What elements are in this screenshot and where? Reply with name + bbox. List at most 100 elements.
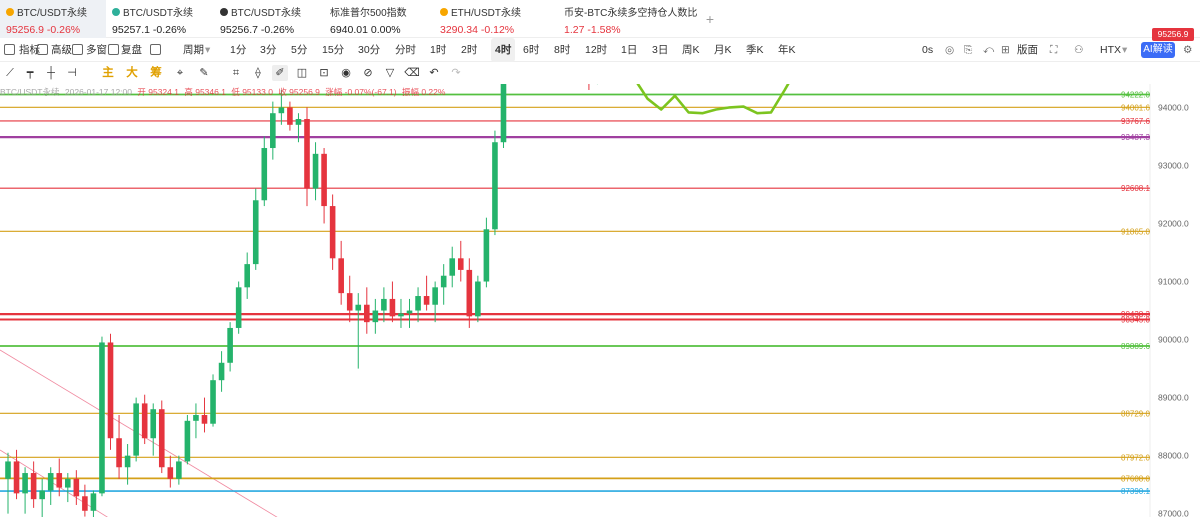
crop-tool-icon[interactable]: ⌗ (232, 67, 240, 79)
indicators-button[interactable]: 指标 (19, 44, 40, 56)
undo-icon[interactable]: ⤺ (983, 44, 995, 56)
interval-16[interactable]: 季K (746, 44, 764, 56)
camera-icon[interactable]: ◎ (945, 44, 955, 56)
interval-13[interactable]: 3日 (652, 44, 669, 56)
ticker-tab[interactable]: BTC/USDT永续 95256.9 -0.26% (0, 0, 106, 38)
magnet-tool-icon[interactable]: ◫ (296, 67, 308, 79)
pen-tool-icon[interactable]: ✎ (199, 67, 209, 79)
price-chart[interactable]: 87000.0 88000.0 89000.0 90000.0 91000.0 92000… (0, 84, 1200, 517)
magnet2-tool-icon[interactable]: ⊘ (363, 67, 373, 79)
interval-15[interactable]: 月K (714, 44, 732, 56)
brush-tool-icon[interactable]: ⟠ (255, 67, 261, 79)
big-order-tool[interactable]: 大 (126, 67, 138, 79)
candle-body (492, 142, 498, 230)
period-dropdown[interactable]: 周期 (183, 44, 204, 56)
indicator-icon[interactable] (4, 44, 15, 55)
ticker-name-text: ETH/USDT永续 (451, 8, 521, 19)
legend-open: 开 95324.1 (137, 87, 179, 97)
candle-body (56, 473, 63, 488)
interval-0[interactable]: 1分 (230, 44, 247, 56)
candle-body (415, 296, 421, 311)
trash-icon[interactable]: ⌫ (404, 67, 420, 79)
interval-11[interactable]: 12时 (585, 44, 608, 56)
interval-8[interactable]: 4时 (491, 38, 516, 62)
ticker-price: 6940.01 (330, 24, 371, 36)
ticker-name-text: BTC/USDT永续 (17, 8, 87, 19)
level-label: 92608.1 (1121, 184, 1150, 193)
ticker-tab[interactable]: 币安-BTC永续多空持仓人数比 1.27 -1.58% (558, 0, 697, 38)
eye-tool-icon[interactable]: ◉ (341, 67, 351, 79)
filter-tool-icon[interactable]: ▽ (385, 67, 395, 79)
line-tool-icon[interactable]: ⟋ (6, 67, 14, 79)
interval-14[interactable]: 周K (682, 44, 700, 56)
settings-icon[interactable] (150, 44, 161, 55)
ticker-name: BTC/USDT永续 (220, 4, 318, 19)
ticker-tab[interactable]: 标准普尔500指数 6940.01 0.00% (324, 0, 434, 38)
candle-body (500, 84, 507, 143)
ticker-price: 95256.7 (220, 24, 261, 36)
undo-icon[interactable]: ↶ (429, 67, 439, 79)
candle-body (90, 493, 97, 511)
hline-tool-icon[interactable]: ┼ (47, 67, 55, 79)
ticker-name: ETH/USDT永续 (440, 4, 552, 19)
candle-body (158, 409, 165, 468)
level-label: 90345.0 (1121, 316, 1150, 325)
ticker-tab[interactable]: BTC/USDT永续 95257.1 -0.26% (106, 0, 214, 38)
coin-icon (6, 7, 14, 16)
level-label: 88729.0 (1121, 409, 1150, 418)
pin-tool-icon[interactable]: ⊣ (67, 67, 77, 79)
candle-body (13, 461, 20, 494)
redo-icon[interactable]: ↷ (451, 67, 461, 79)
candle-body (312, 153, 319, 189)
interval-2[interactable]: 5分 (291, 44, 308, 56)
ticker-name: 标准普尔500指数 (330, 4, 428, 19)
level-label: 91865.0 (1121, 227, 1150, 236)
highlighter-tool-icon[interactable]: ✐ (272, 65, 288, 81)
interval-7[interactable]: 2时 (461, 44, 478, 56)
add-tab-button[interactable]: + (705, 11, 715, 27)
interval-4[interactable]: 30分 (358, 44, 381, 56)
ticker-change: 0.00% (370, 24, 401, 36)
interval-17[interactable]: 年K (778, 44, 796, 56)
interval-5[interactable]: 分时 (395, 44, 416, 56)
interval-12[interactable]: 1日 (621, 44, 638, 56)
draw-icon[interactable]: ⎘ (964, 44, 973, 56)
ticker-tab[interactable]: ETH/USDT永续 3290.34 -0.12% (434, 0, 558, 38)
candle-body (124, 455, 131, 468)
ai-analysis-button[interactable]: AI解读 (1141, 42, 1175, 58)
candle-body (270, 113, 276, 149)
interval-6[interactable]: 1时 (430, 44, 447, 56)
candle-body (329, 206, 336, 259)
multi-window-button[interactable]: 多窗 (86, 44, 107, 56)
interval-10[interactable]: 8时 (554, 44, 571, 56)
y-tick-label: 94000.0 (1158, 102, 1189, 112)
ray-tool-icon[interactable]: ┯ (26, 67, 34, 79)
candle-body (355, 304, 362, 311)
exchange-selector[interactable]: HTX (1100, 44, 1121, 56)
ticker-value: 95257.1 -0.26% (112, 24, 208, 36)
layout-button[interactable]: 版面 (1017, 44, 1038, 56)
interval-1[interactable]: 3分 (260, 44, 277, 56)
multi-window-icon[interactable] (72, 44, 83, 55)
interval-9[interactable]: 6时 (523, 44, 540, 56)
ticker-value: 95256.9 -0.26% (6, 24, 100, 36)
advanced-button[interactable]: 高级 (51, 44, 72, 56)
ticker-tab[interactable]: BTC/USDT永续 95256.7 -0.26% (214, 0, 324, 38)
advanced-icon[interactable] (37, 44, 48, 55)
interval-3[interactable]: 15分 (322, 44, 345, 56)
y-tick-label: 93000.0 (1158, 160, 1189, 170)
fullscreen-icon[interactable]: ⛶ (1050, 44, 1058, 56)
lock-tool-icon[interactable]: ⊡ (319, 67, 329, 79)
ticker-name-text: BTC/USDT永续 (123, 8, 193, 19)
candle-body (389, 298, 396, 317)
chip-tool[interactable]: 筹 (150, 67, 162, 79)
link-icon[interactable]: ⚇ (1074, 44, 1084, 56)
replay-button[interactable]: 复盘 (121, 44, 142, 56)
layout-icon[interactable]: ⊞ (1001, 44, 1010, 56)
cursor-tool-icon[interactable]: ⌖ (176, 67, 184, 79)
main-chart-tool[interactable]: 主 (102, 67, 114, 79)
replay-icon[interactable] (108, 44, 119, 55)
y-tick-label: 92000.0 (1158, 218, 1189, 228)
coin-icon (220, 7, 228, 16)
settings-gear-icon[interactable]: ⚙ (1183, 44, 1193, 56)
